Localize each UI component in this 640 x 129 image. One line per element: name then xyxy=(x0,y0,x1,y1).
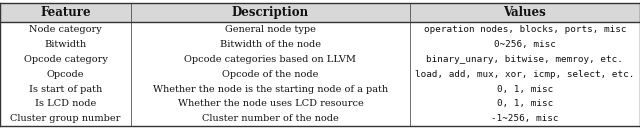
Text: Feature: Feature xyxy=(40,6,91,19)
Text: General node type: General node type xyxy=(225,25,316,34)
Text: Node category: Node category xyxy=(29,25,102,34)
Text: Bitwidth of the node: Bitwidth of the node xyxy=(220,40,321,49)
Text: 0, 1, misc: 0, 1, misc xyxy=(497,99,553,108)
Text: -1~256, misc: -1~256, misc xyxy=(491,114,559,123)
Text: Cluster group number: Cluster group number xyxy=(10,114,121,123)
Text: Is start of path: Is start of path xyxy=(29,84,102,94)
Text: Bitwidth: Bitwidth xyxy=(45,40,86,49)
Text: binary_unary, bitwise, memroy, etc.: binary_unary, bitwise, memroy, etc. xyxy=(426,55,623,64)
Text: Values: Values xyxy=(504,6,546,19)
Bar xyxy=(0,3,640,22)
Text: Whether the node uses LCD resource: Whether the node uses LCD resource xyxy=(177,99,364,108)
Text: Is LCD node: Is LCD node xyxy=(35,99,96,108)
Text: Opcode: Opcode xyxy=(47,70,84,79)
Text: operation nodes, blocks, ports, misc: operation nodes, blocks, ports, misc xyxy=(424,25,626,34)
Text: Whether the node is the starting node of a path: Whether the node is the starting node of… xyxy=(153,84,388,94)
Text: Cluster number of the node: Cluster number of the node xyxy=(202,114,339,123)
Text: 0~256, misc: 0~256, misc xyxy=(494,40,556,49)
Text: Description: Description xyxy=(232,6,309,19)
Text: load, add, mux, xor, icmp, select, etc.: load, add, mux, xor, icmp, select, etc. xyxy=(415,70,634,79)
Text: Opcode of the node: Opcode of the node xyxy=(222,70,319,79)
Text: 0, 1, misc: 0, 1, misc xyxy=(497,84,553,94)
Text: Opcode categories based on LLVM: Opcode categories based on LLVM xyxy=(184,55,356,64)
Text: Opcode category: Opcode category xyxy=(24,55,108,64)
